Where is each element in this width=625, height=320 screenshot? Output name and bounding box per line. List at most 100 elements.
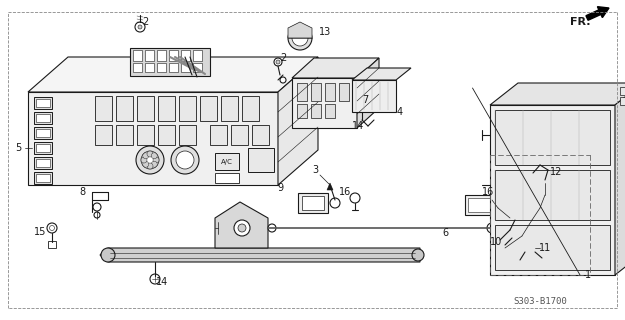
Bar	[158, 125, 175, 145]
Circle shape	[150, 274, 160, 284]
Circle shape	[136, 146, 164, 174]
Bar	[157, 63, 166, 72]
Bar	[145, 63, 154, 72]
Text: S303-B1700: S303-B1700	[513, 298, 567, 307]
Bar	[179, 125, 196, 145]
Bar	[297, 83, 307, 101]
Bar	[248, 148, 274, 172]
Bar	[137, 96, 154, 121]
Bar	[468, 198, 492, 212]
Circle shape	[93, 203, 101, 211]
Bar	[465, 195, 495, 215]
Bar	[133, 63, 142, 72]
Polygon shape	[28, 57, 318, 92]
Bar	[169, 50, 178, 61]
Polygon shape	[215, 202, 268, 248]
Polygon shape	[278, 57, 318, 185]
Bar	[34, 97, 52, 109]
Bar	[34, 172, 52, 184]
Polygon shape	[100, 248, 420, 262]
Polygon shape	[615, 83, 625, 275]
Bar	[158, 96, 175, 121]
Bar	[252, 125, 269, 145]
Text: 6: 6	[442, 228, 448, 238]
Circle shape	[141, 157, 147, 163]
Bar	[325, 104, 335, 118]
Circle shape	[521, 236, 539, 254]
Bar	[36, 99, 50, 107]
Bar	[34, 157, 52, 169]
Circle shape	[101, 248, 115, 262]
Circle shape	[538, 173, 548, 183]
Circle shape	[49, 226, 54, 230]
Text: 2: 2	[280, 53, 286, 63]
Polygon shape	[327, 183, 333, 190]
Circle shape	[276, 60, 280, 64]
Circle shape	[138, 25, 142, 29]
Bar	[34, 127, 52, 139]
Polygon shape	[292, 58, 379, 78]
Bar	[130, 48, 210, 76]
Circle shape	[525, 240, 535, 250]
Bar	[34, 112, 52, 124]
Bar	[193, 63, 202, 72]
Bar	[181, 50, 190, 61]
Circle shape	[350, 193, 360, 203]
Circle shape	[141, 151, 159, 169]
Bar	[179, 96, 196, 121]
Bar	[145, 50, 154, 61]
Bar	[36, 129, 50, 137]
Text: 15: 15	[34, 227, 46, 237]
Text: 5: 5	[15, 143, 21, 153]
Polygon shape	[357, 58, 379, 128]
Bar	[210, 125, 227, 145]
Bar	[325, 83, 335, 101]
Bar	[231, 125, 248, 145]
Text: 10: 10	[490, 237, 502, 247]
FancyArrow shape	[586, 7, 609, 20]
Text: 16: 16	[482, 187, 494, 197]
Text: 8: 8	[79, 187, 85, 197]
Polygon shape	[288, 22, 312, 38]
Bar	[116, 96, 133, 121]
Circle shape	[135, 22, 145, 32]
Bar	[36, 174, 50, 182]
Bar	[95, 96, 112, 121]
Circle shape	[487, 223, 497, 233]
Text: 9: 9	[277, 183, 283, 193]
Bar	[36, 144, 50, 152]
Text: A/C: A/C	[221, 159, 233, 165]
Bar	[298, 193, 328, 213]
Circle shape	[47, 223, 57, 233]
Text: 1: 1	[585, 270, 591, 280]
Circle shape	[147, 163, 153, 169]
Text: 2: 2	[142, 17, 148, 27]
Bar	[48, 241, 56, 248]
Bar	[620, 87, 625, 95]
Bar	[34, 142, 52, 154]
Bar	[193, 50, 202, 61]
Circle shape	[171, 146, 199, 174]
Bar	[311, 83, 321, 101]
Circle shape	[151, 161, 158, 167]
Text: 16: 16	[339, 187, 351, 197]
Circle shape	[268, 224, 276, 232]
Text: 4: 4	[397, 107, 403, 117]
Circle shape	[176, 151, 194, 169]
Circle shape	[238, 224, 246, 232]
Circle shape	[142, 161, 149, 167]
Bar	[28, 92, 278, 185]
Bar	[292, 78, 357, 128]
Bar	[36, 159, 50, 167]
Bar	[490, 105, 615, 275]
Bar	[137, 125, 154, 145]
Circle shape	[151, 153, 158, 159]
Bar	[495, 170, 610, 220]
Circle shape	[288, 26, 312, 50]
Circle shape	[94, 212, 100, 218]
Circle shape	[330, 198, 340, 208]
Circle shape	[147, 151, 153, 157]
Circle shape	[499, 243, 509, 253]
Circle shape	[412, 249, 424, 261]
Bar	[36, 114, 50, 122]
